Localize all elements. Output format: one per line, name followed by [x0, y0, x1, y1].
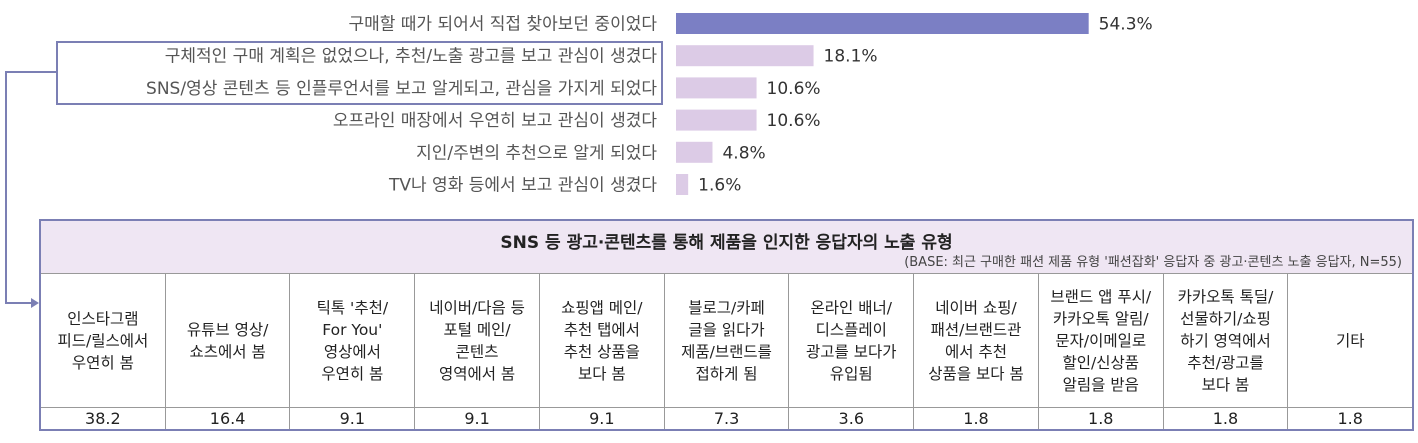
- column-header-line: 상품을 보다 봄: [928, 364, 1024, 383]
- column-header-line: 포털 메인/: [443, 320, 511, 339]
- column-header-line: 네이버 쇼핑/: [935, 298, 1017, 317]
- column-header-line: 디스플레이: [815, 320, 887, 339]
- column-header-line: 추천/광고를: [1187, 353, 1264, 372]
- column-header-line: 영상에서: [323, 342, 381, 361]
- table-column-headers: 인스타그램 피드/릴스에서 우연히 봄 유튜브 영상/쇼츠에서 봄 틱톡 '추천/For…: [41, 273, 1413, 407]
- column-header-line: 알림을 받음: [1062, 375, 1139, 394]
- table-value-cell: 7.3: [664, 407, 790, 429]
- table-value-cell: 1.8: [914, 407, 1039, 429]
- bar-category-label: SNS/영상 콘텐츠 등 인플루언서를 보고 알게되고, 관심을 가지게 되었다: [146, 79, 657, 99]
- bar-value-label: 18.1%: [824, 47, 878, 67]
- exposure-table: SNS 등 광고·콘텐츠를 통해 제품을 인지한 응답자의 노출 유형 (BAS…: [39, 219, 1414, 431]
- column-header-line: 추천 탭에서: [563, 320, 640, 339]
- column-header-line: 영역에서 봄: [438, 364, 516, 383]
- table-values-row: 38.2 16.4 9.1 9.1 9.1 7.3 3.6 1.8 1.8 1.8 1.8: [41, 407, 1413, 429]
- table-value-cell: 3.6: [789, 407, 915, 429]
- table-value-cell: 1.8: [1288, 407, 1413, 429]
- column-header-line: 추천 상품을: [563, 342, 640, 361]
- bar: [676, 141, 713, 163]
- column-header-line: 블로그/카페: [688, 298, 765, 317]
- table-column-header: 유튜브 영상/쇼츠에서 봄: [165, 273, 291, 407]
- table-value-cell: 1.8: [1038, 407, 1164, 429]
- table-base-note: (BASE: 최근 구매한 패션 제품 유형 '패션잡화' 응답자 중 광고·콘…: [904, 255, 1402, 270]
- column-header-line: 광고를 보다가: [806, 342, 897, 361]
- table-value-cell: 9.1: [539, 407, 665, 429]
- column-header-line: 인스타그램: [67, 309, 139, 328]
- bar-category-label: 구체적인 구매 계획은 없었으나, 추천/노출 광고를 보고 관심이 생겼다: [165, 47, 658, 67]
- column-header-line: 접하게 됨: [695, 364, 758, 383]
- exposure-bar-chart: 구매할 때가 되어서 직접 찾아보던 중이었다 54.3% 구체적인 구매 계획은 …: [146, 13, 1153, 196]
- column-header-line: 네이버/다음 등: [429, 298, 525, 317]
- column-header-line: 할인/신상품: [1062, 353, 1139, 372]
- column-header-line: 카카오톡 톡딜/: [1177, 287, 1274, 306]
- table-column-header: 기타: [1288, 273, 1413, 407]
- column-header-line: 온라인 배너/: [810, 298, 892, 317]
- column-header-line: For You': [322, 320, 383, 339]
- bar-value-label: 4.8%: [722, 143, 765, 163]
- bar-value-label: 1.6%: [698, 176, 741, 196]
- column-header-line: 쇼핑앱 메인/: [561, 298, 643, 317]
- bar-value-label: 10.6%: [767, 79, 821, 99]
- column-header-line: 하기 영역에서: [1180, 331, 1271, 350]
- column-header-line: 문자/이메일로: [1055, 331, 1147, 350]
- highlight-box: [56, 41, 663, 105]
- bar-category-label: 지인/주변의 추천으로 알게 되었다: [416, 143, 657, 163]
- table-title: SNS 등 광고·콘텐츠를 통해 제품을 인지한 응답자의 노출 유형: [500, 233, 953, 253]
- column-header-line: 유튜브 영상/: [186, 320, 269, 339]
- table-header: SNS 등 광고·콘텐츠를 통해 제품을 인지한 응답자의 노출 유형 (BAS…: [41, 221, 1412, 273]
- column-header-line: 콘텐츠: [455, 342, 499, 361]
- connector-arrow: [5, 71, 56, 308]
- column-header-line: 기타: [1335, 331, 1365, 350]
- bar-category-label: TV나 영화 등에서 보고 관심이 생겼다: [388, 176, 657, 196]
- column-header-line: 카카오톡 알림/: [1052, 309, 1149, 328]
- bar: [676, 45, 814, 67]
- bar-value-label: 54.3%: [1099, 15, 1153, 35]
- column-header-line: 쇼츠에서 봄: [189, 342, 266, 361]
- column-header-line: 패션/브랜드관: [930, 320, 1022, 339]
- table-value-cell: 9.1: [415, 407, 540, 429]
- table-value-cell: 16.4: [165, 407, 291, 429]
- column-header-line: 에서 추천: [945, 342, 1007, 361]
- column-header-line: 피드/릴스에서: [57, 331, 149, 350]
- table-value-cell: 1.8: [1163, 407, 1289, 429]
- column-header-line: 우연히 봄: [71, 353, 134, 372]
- column-header-line: 제품/브랜드를: [681, 342, 772, 361]
- bar-category-label: 오프라인 매장에서 우연히 보고 관심이 생겼다: [333, 111, 658, 131]
- table-value-cell: 38.2: [41, 407, 166, 429]
- column-header-line: 보다 봄: [577, 364, 626, 383]
- bar-category-label: 구매할 때가 되어서 직접 찾아보던 중이었다: [348, 15, 657, 35]
- column-header-line: 브랜드 앱 푸시/: [1050, 287, 1152, 306]
- bar: [676, 174, 689, 195]
- bar-value-label: 10.6%: [767, 111, 821, 131]
- column-header-line: 글을 읽다가: [688, 320, 765, 339]
- column-header-line: 유입됨: [829, 364, 873, 383]
- bar: [676, 109, 757, 131]
- column-header-line: 보다 봄: [1201, 375, 1250, 394]
- column-header-line: 우연히 봄: [321, 364, 384, 383]
- bar: [676, 77, 757, 99]
- bar: [676, 13, 1089, 34]
- table-value-cell: 9.1: [290, 407, 416, 429]
- column-header-line: 선물하기/쇼핑: [1180, 309, 1271, 328]
- column-header-line: 틱톡 '추천/: [316, 298, 389, 317]
